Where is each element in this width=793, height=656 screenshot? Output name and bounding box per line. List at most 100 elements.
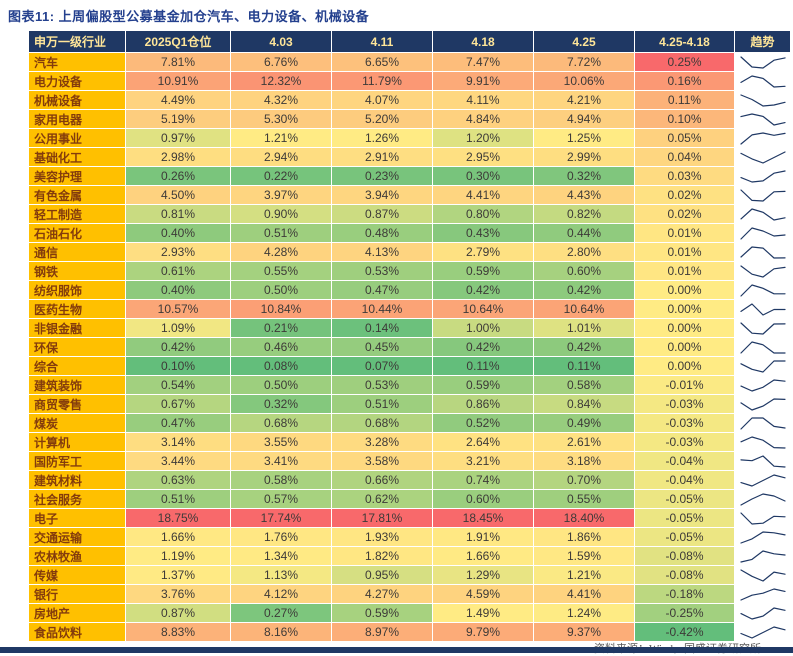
value-cell: 3.14% [125,432,231,452]
table-row: 传媒 1.37% 1.13% 0.95% 1.29% 1.21% -0.08% [28,565,791,585]
value-cell: 0.59% [432,261,534,281]
diff-cell: 0.00% [634,356,735,376]
value-cell: 0.54% [125,375,231,395]
sparkline-svg [739,454,786,468]
value-cell: 4.94% [533,109,635,129]
value-cell: 0.55% [230,261,332,281]
value-cell: 18.75% [125,508,231,528]
sparkline-svg [739,283,786,297]
value-cell: 2.79% [432,242,534,262]
sparkline-svg [739,169,786,183]
diff-cell: 0.01% [634,261,735,281]
diff-cell: 0.11% [634,90,735,110]
value-cell: 1.19% [125,546,231,566]
value-cell: 7.47% [432,52,534,72]
value-cell: 3.58% [331,451,433,471]
column-header: 2025Q1仓位 [125,30,231,53]
sparkline-svg [739,93,786,107]
table-row: 国防军工 3.44% 3.41% 3.58% 3.21% 3.18% -0.04% [28,451,791,471]
industry-cell: 基础化工 [28,147,126,167]
value-cell: 2.95% [432,147,534,167]
column-header: 4.03 [230,30,332,53]
value-cell: 4.84% [432,109,534,129]
sparkline-svg [739,188,786,202]
value-cell: 0.42% [432,337,534,357]
sparkline-svg [739,340,786,354]
industry-cell: 传媒 [28,565,126,585]
value-cell: 0.97% [125,128,231,148]
sparkline-svg [739,245,786,259]
table-row: 社会服务 0.51% 0.57% 0.62% 0.60% 0.55% -0.05% [28,489,791,509]
trend-sparkline [734,147,791,167]
industry-cell: 轻工制造 [28,204,126,224]
diff-cell: 0.02% [634,204,735,224]
value-cell: 0.50% [230,375,332,395]
trend-sparkline [734,413,791,433]
value-cell: 4.49% [125,90,231,110]
value-cell: 0.60% [533,261,635,281]
value-cell: 0.44% [533,223,635,243]
value-cell: 8.83% [125,622,231,642]
value-cell: 10.64% [432,299,534,319]
value-cell: 0.90% [230,204,332,224]
sparkline-svg [739,55,786,69]
diff-cell: -0.08% [634,546,735,566]
trend-sparkline [734,546,791,566]
industry-cell: 银行 [28,584,126,604]
diff-cell: 0.01% [634,223,735,243]
value-cell: 4.32% [230,90,332,110]
table-row: 商贸零售 0.67% 0.32% 0.51% 0.86% 0.84% -0.03% [28,394,791,414]
value-cell: 0.48% [331,223,433,243]
value-cell: 1.09% [125,318,231,338]
trend-sparkline [734,109,791,129]
table-row: 美容护理 0.26% 0.22% 0.23% 0.30% 0.32% 0.03% [28,166,791,186]
diff-cell: -0.04% [634,451,735,471]
value-cell: 0.68% [230,413,332,433]
trend-sparkline [734,451,791,471]
table-body: 汽车 7.81% 6.76% 6.65% 7.47% 7.72% 0.25% 电力设备 10.9… [28,52,791,642]
value-cell: 0.43% [432,223,534,243]
sparkline-svg [739,492,786,506]
value-cell: 3.55% [230,432,332,452]
value-cell: 2.99% [533,147,635,167]
value-cell: 1.49% [432,603,534,623]
sparkline-svg [739,378,786,392]
value-cell: 4.41% [533,584,635,604]
value-cell: 10.44% [331,299,433,319]
value-cell: 0.42% [533,280,635,300]
table-row: 建筑材料 0.63% 0.58% 0.66% 0.74% 0.70% -0.04% [28,470,791,490]
value-cell: 6.65% [331,52,433,72]
sparkline-svg [739,549,786,563]
value-cell: 10.84% [230,299,332,319]
diff-cell: 0.16% [634,71,735,91]
trend-sparkline [734,603,791,623]
value-cell: 0.52% [432,413,534,433]
value-cell: 4.27% [331,584,433,604]
value-cell: 0.95% [331,565,433,585]
value-cell: 17.81% [331,508,433,528]
value-cell: 2.80% [533,242,635,262]
value-cell: 1.91% [432,527,534,547]
sparkline-svg [739,625,786,639]
value-cell: 5.30% [230,109,332,129]
value-cell: 10.57% [125,299,231,319]
sparkline-svg [739,397,786,411]
sparkline-svg [739,587,786,601]
sparkline-svg [739,74,786,88]
value-cell: 0.87% [125,603,231,623]
value-cell: 11.79% [331,71,433,91]
value-cell: 0.58% [533,375,635,395]
industry-cell: 煤炭 [28,413,126,433]
value-cell: 0.53% [331,261,433,281]
diff-cell: 0.04% [634,147,735,167]
value-cell: 0.70% [533,470,635,490]
value-cell: 0.07% [331,356,433,376]
value-cell: 7.72% [533,52,635,72]
value-cell: 2.61% [533,432,635,452]
table-row: 电力设备 10.91% 12.32% 11.79% 9.91% 10.06% 0.16% [28,71,791,91]
value-cell: 1.25% [533,128,635,148]
sparkline-svg [739,359,786,373]
value-cell: 4.50% [125,185,231,205]
value-cell: 1.37% [125,565,231,585]
table-row: 综合 0.10% 0.08% 0.07% 0.11% 0.11% 0.00% [28,356,791,376]
